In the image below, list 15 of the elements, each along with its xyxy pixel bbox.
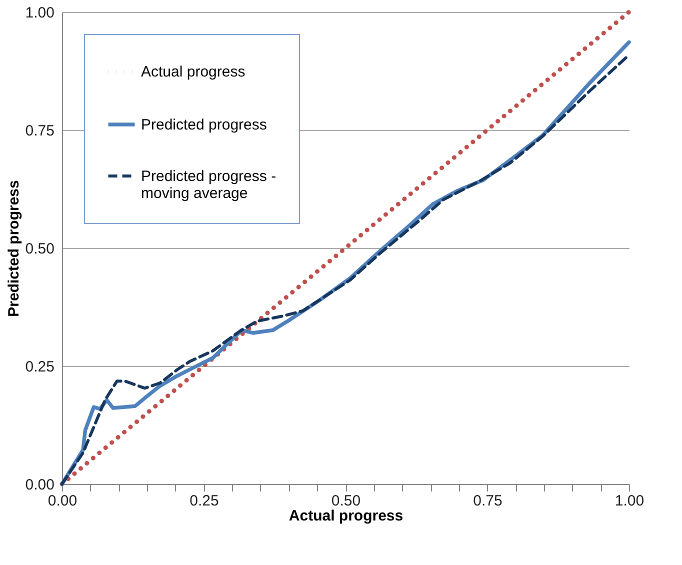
y-tick-label: 0.50: [25, 240, 54, 258]
x-tick-label: 1.00: [614, 492, 644, 510]
x-tick-label: 0.50: [331, 492, 361, 510]
legend-label: Predicted progress: [141, 116, 267, 134]
x-tick-label: 0.75: [473, 492, 502, 510]
legend-label: Actual progress: [141, 64, 246, 80]
y-tick-label: 0.25: [25, 358, 54, 376]
x-tick-label: 0.25: [190, 492, 219, 510]
x-tick-label: 0.00: [48, 492, 78, 510]
x-axis-title: Actual progress: [288, 508, 404, 524]
y-tick-label: 0.75: [25, 122, 54, 140]
y-tick-label: 0.00: [25, 476, 54, 494]
y-tick-label: 1.00: [25, 4, 54, 22]
legend-label: Predicted progress - moving average: [141, 168, 276, 202]
y-axis-title: Predicted progress: [5, 180, 22, 317]
